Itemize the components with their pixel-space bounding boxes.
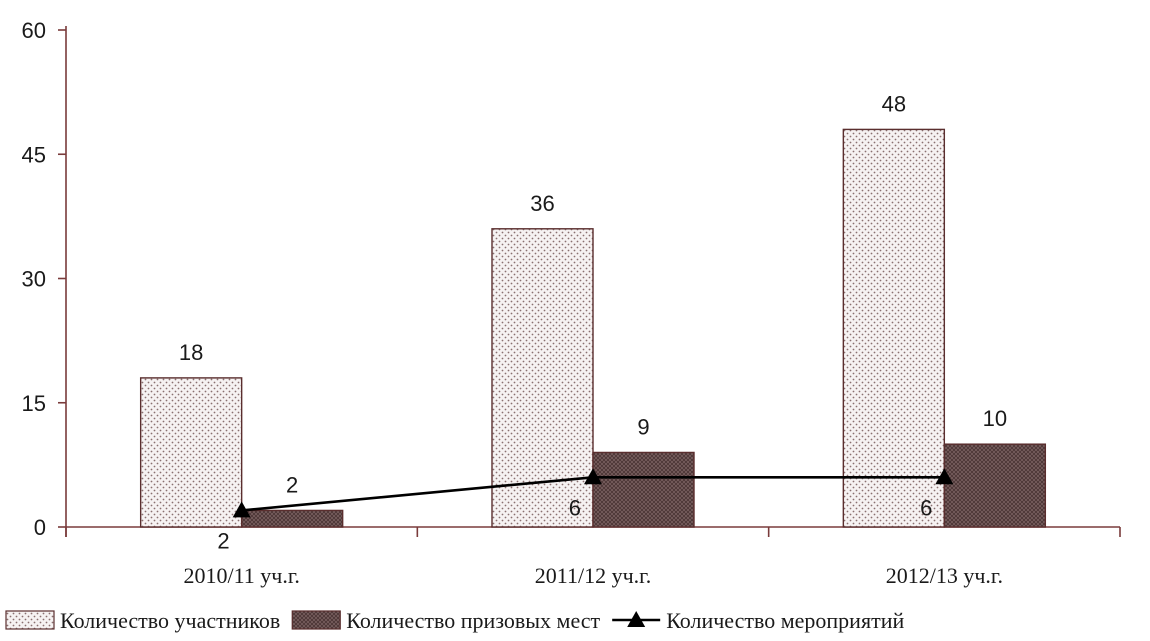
bar [842, 128, 946, 528]
legend-swatch [291, 610, 341, 630]
line-series [232, 468, 954, 518]
legend-swatch [5, 610, 55, 630]
line-point-marker [935, 468, 954, 485]
bar-value-label: 18 [179, 340, 203, 365]
legend: Количество участников Количество призовых… [5, 608, 904, 633]
bar [240, 509, 344, 528]
bar-value-label: 36 [530, 191, 554, 216]
legend-label: Количество мероприятий [666, 608, 904, 633]
y-tick-label: 15 [22, 391, 46, 416]
bars [139, 128, 1047, 528]
legend-label: Количество призовых мест [346, 608, 600, 633]
bar-value-label: 2 [286, 472, 298, 497]
legend-triangle-marker [627, 611, 646, 627]
y-tick-label: 0 [34, 515, 46, 540]
line-value-label: 6 [569, 495, 581, 520]
bar-value-label: 48 [882, 91, 906, 116]
x-tick-label: 2012/13 уч.г. [886, 563, 1003, 588]
bar [491, 228, 594, 528]
y-tick-label: 60 [22, 18, 46, 43]
line-point-marker [584, 468, 602, 485]
y-tick-label: 45 [22, 142, 46, 167]
bar [943, 443, 1047, 528]
bar [592, 451, 695, 528]
x-tick-label: 2011/12 уч.г. [535, 563, 651, 588]
x-tick-label: 2010/11 уч.г. [183, 563, 299, 588]
legend-label: Количество участников [60, 608, 280, 633]
line-value-label: 6 [920, 495, 932, 520]
y-tick-label: 30 [22, 267, 46, 292]
line-value-label: 2 [217, 528, 229, 553]
bar-value-label: 9 [637, 414, 649, 439]
bar-value-label: 10 [983, 406, 1007, 431]
line-point-marker [232, 501, 251, 518]
bar [139, 377, 243, 528]
